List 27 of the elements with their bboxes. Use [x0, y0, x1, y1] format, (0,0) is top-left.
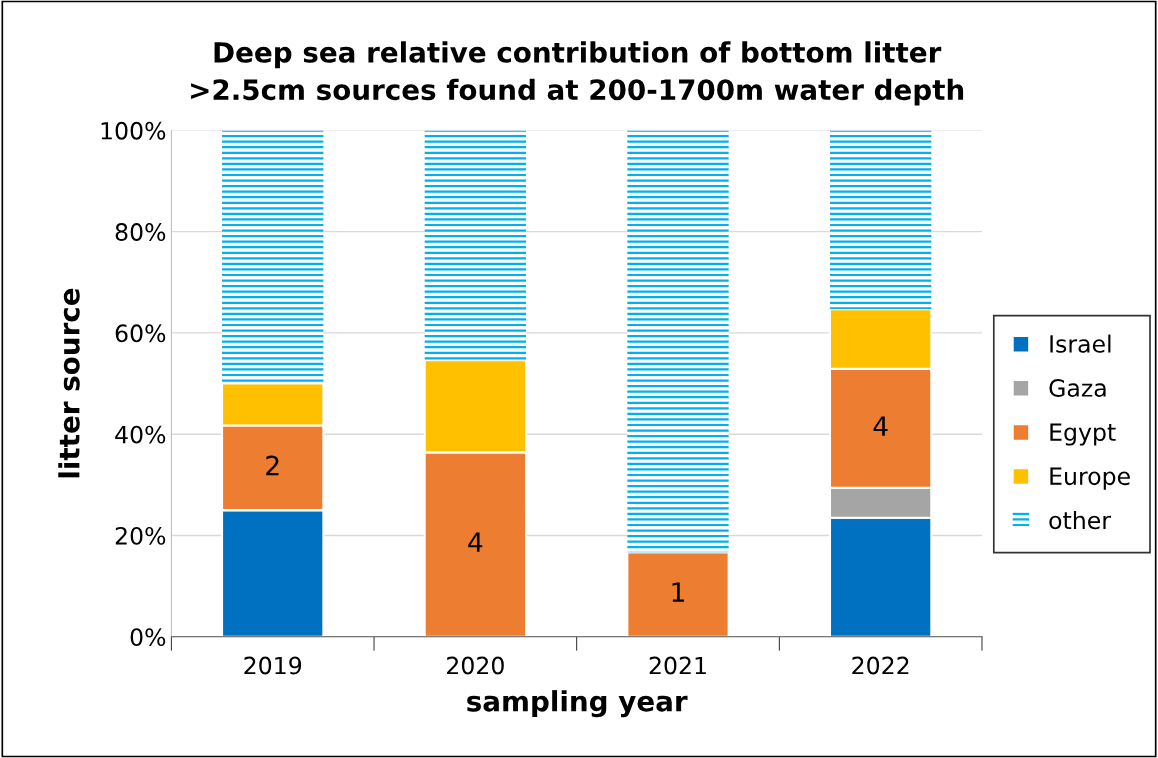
annotation: 4 [468, 532, 483, 552]
y-tick-label: 60% [115, 324, 166, 343]
bar [222, 130, 324, 384]
x-tick-label: 2020 [447, 656, 504, 675]
y-tick-label: 80% [115, 223, 166, 241]
x-tick-label: 2021 [649, 656, 706, 675]
y-tick-label: 40% [115, 425, 166, 444]
bar [626, 551, 730, 637]
legend-label: other [1049, 510, 1111, 530]
x-axis-title: sampling year [467, 690, 688, 718]
y-tick-label: 100% [101, 121, 166, 140]
annotation: 2 [266, 455, 279, 476]
bar [830, 130, 932, 310]
legend-label: Gaza [1049, 379, 1106, 397]
legend-label: Egypt [1050, 423, 1116, 446]
bar [627, 130, 729, 553]
legend-label: Europe [1050, 467, 1130, 490]
chart-title: Deep sea relative contribution of bottom litter >2.5cm sources found at 200-1700m water depth [191, 41, 964, 106]
annotation: 1 [672, 582, 684, 602]
x-tick-label: 2019 [244, 656, 302, 675]
annotation: 4 [873, 416, 888, 436]
x-tick-label: 2022 [852, 656, 909, 675]
legend-label: Israel [1050, 334, 1111, 353]
y-tick-label: 0% [130, 628, 166, 647]
bar [424, 130, 527, 361]
y-axis-title: litter source [58, 288, 80, 478]
y-tick-label: 20% [115, 526, 166, 545]
